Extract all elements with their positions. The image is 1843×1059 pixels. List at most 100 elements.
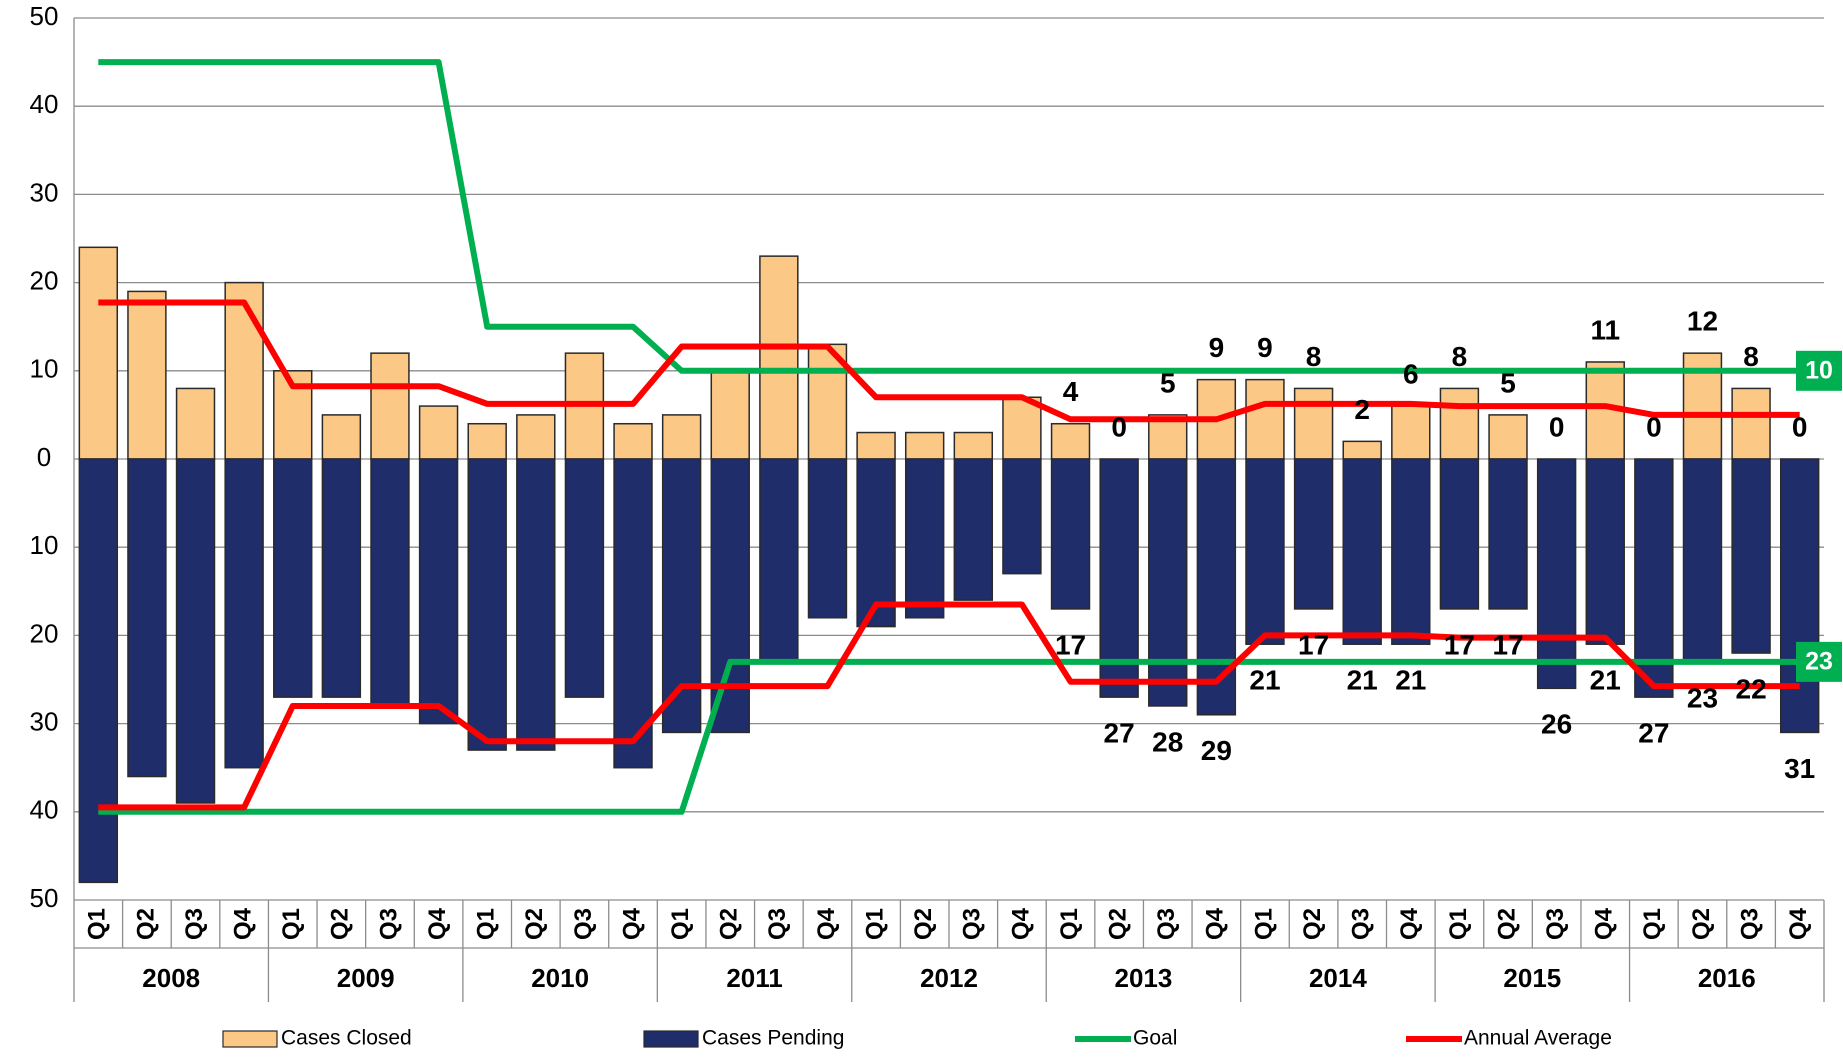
bar [904,458,945,619]
y-tick-label: 10 [30,530,59,560]
data-label: 5 [1500,367,1516,398]
bar [418,405,459,460]
y-tick-label: 30 [30,706,59,736]
bar [78,458,119,884]
group-label: 2013 [1115,963,1173,993]
x-tick-label: Q1 [1250,908,1277,940]
x-tick-label: Q1 [861,908,888,940]
bar [516,458,556,751]
x-tick-label: Q2 [910,908,937,940]
bar [1099,458,1139,698]
data-label: 26 [1541,709,1572,740]
data-label: 17 [1492,629,1523,660]
bar [613,458,653,769]
group-label: 2014 [1309,963,1367,993]
bar [1002,458,1042,575]
data-label: 28 [1152,726,1183,757]
x-tick-label: Q4 [813,907,840,940]
bar [127,458,167,778]
data-label: 0 [1111,411,1127,442]
group-label: 2008 [142,963,200,993]
data-label: 6 [1403,358,1419,389]
bar [370,458,410,707]
legend-label: Cases Pending [702,1027,844,1050]
bar [1245,458,1285,645]
bar [516,414,556,460]
bar [1731,387,1771,460]
data-label: 11 [1590,314,1620,345]
bar [1779,458,1820,734]
data-label: 22 [1736,673,1767,704]
data-label: 21 [1347,665,1378,696]
legend-label: Goal [1133,1027,1177,1050]
data-label: 4 [1063,376,1079,407]
bar [1293,387,1334,460]
bar [321,458,362,698]
x-tick-label: Q3 [181,908,208,940]
bar [1342,440,1382,460]
bar [1439,458,1480,610]
bar [661,458,702,734]
bar [710,370,750,460]
y-tick-label: 20 [30,265,59,295]
line-series [98,601,1800,811]
end-label: 23 [1805,647,1833,675]
data-label: 0 [1549,411,1565,442]
data-label: 8 [1452,341,1468,372]
bar [953,458,994,601]
x-tick-label: Q2 [716,908,743,940]
bar [1002,396,1042,460]
bar [1293,458,1334,610]
data-label: 17 [1298,629,1329,660]
group-label: 2010 [531,963,589,993]
bar [904,431,945,460]
group-label: 2009 [337,963,395,993]
x-tick-label: Q1 [84,908,111,940]
x-tick-label: Q2 [132,908,159,940]
x-tick-label: Q3 [764,908,791,940]
bar [1342,458,1382,645]
data-label: 17 [1055,629,1086,660]
bar [661,414,702,460]
x-tick-label: Q3 [375,908,402,940]
bar [1245,378,1285,460]
x-tick-label: Q1 [1639,908,1666,940]
bar [1731,458,1771,654]
data-label: 2 [1354,394,1370,425]
bar [321,414,362,460]
bar [1439,387,1480,460]
data-label: 0 [1646,411,1662,442]
bar [807,458,848,619]
bar [1634,458,1674,698]
bar [564,458,605,698]
y-tick-label: 40 [30,89,59,119]
bar [224,458,264,769]
bar [78,246,119,460]
bar [856,431,896,460]
x-tick-label: Q4 [1785,907,1812,940]
bar [1536,458,1577,690]
x-tick-label: Q1 [473,908,500,940]
bar [175,458,216,804]
y-tick-label: 10 [30,354,59,384]
data-label: 8 [1306,341,1322,372]
line-series [98,658,1800,815]
data-label: 21 [1590,665,1621,696]
group-label: 2011 [726,963,782,993]
legend-label: Cases Closed [281,1027,412,1050]
end-label: 10 [1805,356,1833,384]
x-tick-label: Q1 [1445,908,1472,940]
x-tick-label: Q2 [1688,908,1715,940]
group-label: 2016 [1698,963,1756,993]
bar [1682,458,1723,663]
bar [273,458,313,698]
bar [175,387,216,460]
x-tick-label: Q3 [570,908,597,940]
x-tick-label: Q3 [959,908,986,940]
bar [418,458,459,725]
bar [856,458,896,628]
group-label: 2012 [920,963,978,993]
x-tick-label: Q2 [327,908,354,940]
